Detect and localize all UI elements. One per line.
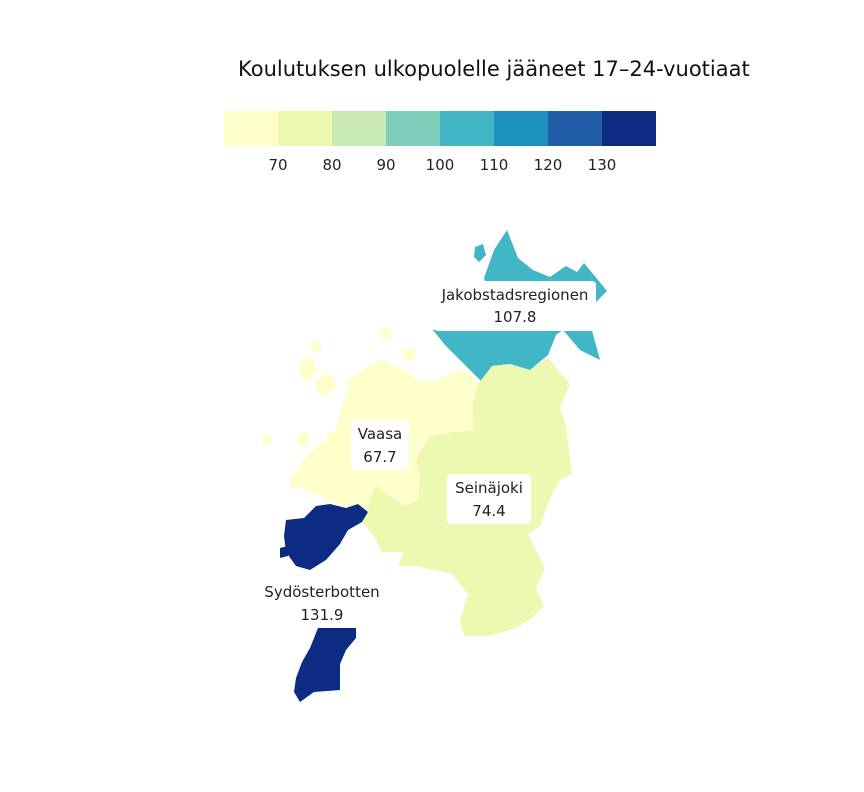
legend-swatch-4: [440, 111, 494, 146]
label-jakobstadsregionen: Jakobstadsregionen 107.8: [434, 281, 596, 331]
legend-swatch-6: [548, 111, 602, 146]
legend-tick-70: 70: [268, 156, 287, 174]
label-sydosterbotten: Sydösterbotten 131.9: [258, 578, 386, 628]
label-vaasa: Vaasa 67.7: [351, 420, 409, 470]
legend-tick-100: 100: [426, 156, 455, 174]
legend-swatch-7: [602, 111, 656, 146]
label-box-seinajoki: [447, 474, 531, 524]
legend-swatch-0: [224, 111, 278, 146]
legend-tick-80: 80: [322, 156, 341, 174]
color-legend: 70 80 90 100 110 120 130: [224, 111, 656, 174]
region-name-sydosterbotten: Sydösterbotten: [264, 583, 379, 601]
region-value-sydosterbotten: 131.9: [301, 606, 344, 624]
region-sydosterbotten[interactable]: [280, 504, 368, 702]
legend-swatch-5: [494, 111, 548, 146]
legend-swatch-1: [278, 111, 332, 146]
region-name-jakobstadsregionen: Jakobstadsregionen: [441, 286, 589, 304]
map-title: Koulutuksen ulkopuolelle jääneet 17–24-v…: [238, 57, 750, 81]
region-value-vaasa: 67.7: [363, 448, 396, 466]
region-value-seinajoki: 74.4: [472, 502, 505, 520]
legend-tick-110: 110: [480, 156, 509, 174]
region-name-vaasa: Vaasa: [358, 425, 403, 443]
region-name-seinajoki: Seinäjoki: [455, 479, 523, 497]
legend-tick-120: 120: [534, 156, 563, 174]
label-seinajoki: Seinäjoki 74.4: [447, 474, 531, 524]
legend-tick-90: 90: [376, 156, 395, 174]
label-box-jakobstadsregionen: [434, 281, 596, 331]
legend-tick-130: 130: [588, 156, 617, 174]
legend-swatch-3: [386, 111, 440, 146]
region-value-jakobstadsregionen: 107.8: [494, 308, 537, 326]
label-box-vaasa: [351, 420, 409, 470]
legend-swatch-2: [332, 111, 386, 146]
label-box-sydosterbotten: [258, 578, 386, 628]
